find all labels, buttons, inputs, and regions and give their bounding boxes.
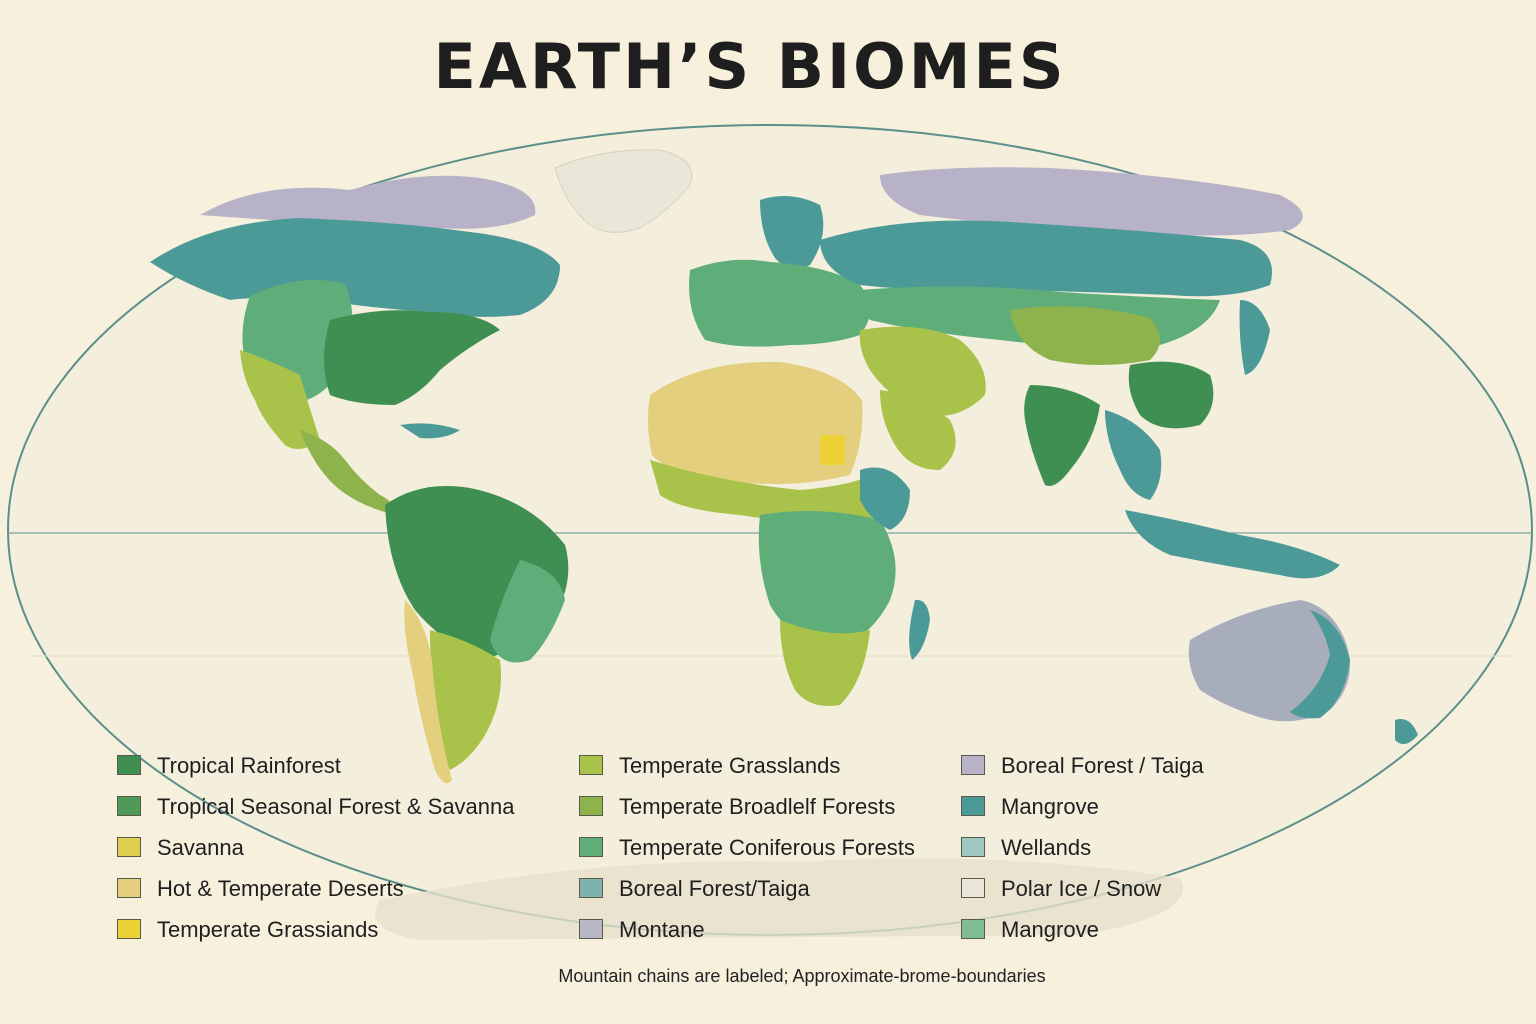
legend-label: Montane — [619, 917, 705, 942]
new-zealand — [1395, 719, 1418, 744]
north-america-boreal — [150, 218, 560, 317]
indonesia — [1125, 510, 1340, 579]
sahara-savanna-spot — [820, 435, 845, 465]
north-america-east-forest — [324, 310, 500, 405]
legend-label: Boreal Forest/Taiga — [619, 876, 810, 901]
legend-label: Temperate Coniferous Forests — [619, 835, 915, 860]
south-america-west-desert — [404, 600, 452, 784]
legend-swatch — [117, 878, 141, 898]
legend-swatch — [117, 796, 141, 816]
southeast-asia — [1105, 410, 1162, 500]
map-title: EARTH’S BIOMES — [433, 30, 1067, 103]
arabia — [880, 390, 956, 470]
south-america-east-savanna — [490, 560, 565, 663]
legend-swatch — [579, 878, 603, 898]
legend-swatch — [961, 837, 985, 857]
legend-label: Temperate Grasslands — [619, 753, 841, 778]
central-asia-grass — [1010, 306, 1160, 365]
legend-label: Temperate Broadlelf Forests — [619, 794, 896, 819]
sahara — [647, 361, 863, 484]
legend-swatch — [579, 755, 603, 775]
siberia-arctic — [880, 167, 1303, 236]
central-america — [300, 430, 392, 512]
madagascar — [909, 599, 930, 660]
australia-east-coast — [1290, 610, 1350, 719]
legend-swatch — [579, 919, 603, 939]
legend-label: Tropical Rainforest — [157, 753, 341, 778]
legend-swatch — [117, 755, 141, 775]
india — [1024, 385, 1100, 486]
legend-label: Mangrove — [1001, 794, 1099, 819]
legend-swatch — [117, 837, 141, 857]
legend-swatch — [579, 796, 603, 816]
legend-label: Wellands — [1001, 835, 1092, 860]
australia — [1188, 600, 1350, 722]
legend-swatch — [117, 919, 141, 939]
middle-east-grass — [859, 326, 986, 416]
caribbean — [400, 423, 460, 439]
china-forest — [1128, 361, 1214, 429]
greenland — [554, 149, 693, 233]
legend-swatch — [961, 919, 985, 939]
footnote: Mountain chains are labeled; Approximate… — [558, 966, 1046, 986]
japan — [1239, 300, 1270, 375]
scandinavia — [760, 196, 824, 269]
legend-label: Tropical Seasonal Forest & Savanna — [157, 794, 515, 819]
legend-label: Polar Ice / Snow — [1001, 876, 1162, 901]
legend-label: Mangrove — [1001, 917, 1099, 942]
legend-label: Hot & Temperate Deserts — [157, 876, 404, 901]
legend-swatch — [961, 796, 985, 816]
legend-swatch — [961, 755, 985, 775]
southern-africa — [780, 620, 870, 706]
legend-swatch — [961, 878, 985, 898]
south-america-grass — [430, 630, 501, 770]
legend-label: Savanna — [157, 835, 244, 860]
sahel — [650, 460, 884, 522]
east-africa — [860, 467, 910, 530]
europe — [689, 259, 870, 347]
legend-label: Temperate Grassiands — [157, 917, 379, 942]
north-america-west-grass — [240, 350, 320, 449]
legend-swatch — [579, 837, 603, 857]
legend-label: Boreal Forest / Taiga — [1001, 753, 1204, 778]
asia-boreal — [820, 220, 1272, 297]
north-america-arctic — [200, 175, 536, 231]
central-africa — [758, 511, 896, 650]
